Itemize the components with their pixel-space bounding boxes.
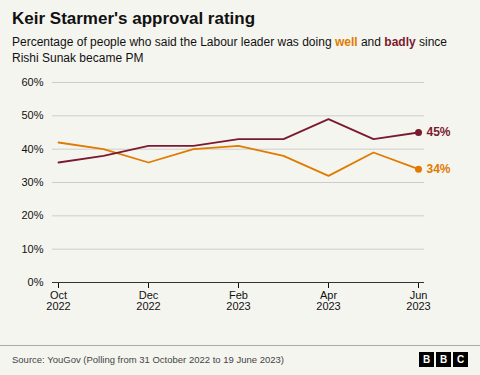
html-text:C: C xyxy=(456,354,465,365)
svg-text:Jun2023: Jun2023 xyxy=(406,289,430,312)
svg-text:40%: 40% xyxy=(21,143,43,155)
svg-text:34%: 34% xyxy=(427,162,451,176)
html-text:Percentage of people who said: Percentage of people who said the Labour… xyxy=(12,35,447,65)
svg-text:Dec2022: Dec2022 xyxy=(136,289,160,312)
html-text:B: B xyxy=(422,354,431,365)
svg-text:Oct2022: Oct2022 xyxy=(46,289,70,312)
svg-text:10%: 10% xyxy=(21,243,43,255)
svg-text:60%: 60% xyxy=(21,76,43,88)
svg-text:45%: 45% xyxy=(427,125,451,139)
html-text:Keir Starmer's approval rating: Keir Starmer's approval rating xyxy=(12,9,256,28)
svg-text:50%: 50% xyxy=(21,109,43,121)
svg-text:0%: 0% xyxy=(28,276,44,288)
svg-text:20%: 20% xyxy=(21,209,43,221)
svg-text:Apr2023: Apr2023 xyxy=(316,289,340,312)
svg-text:Feb2023: Feb2023 xyxy=(226,289,250,312)
html-text:Source: YouGov (Polling from 3: Source: YouGov (Polling from 31 October … xyxy=(12,354,284,365)
svg-text:30%: 30% xyxy=(21,176,43,188)
html-text:B: B xyxy=(439,354,448,365)
